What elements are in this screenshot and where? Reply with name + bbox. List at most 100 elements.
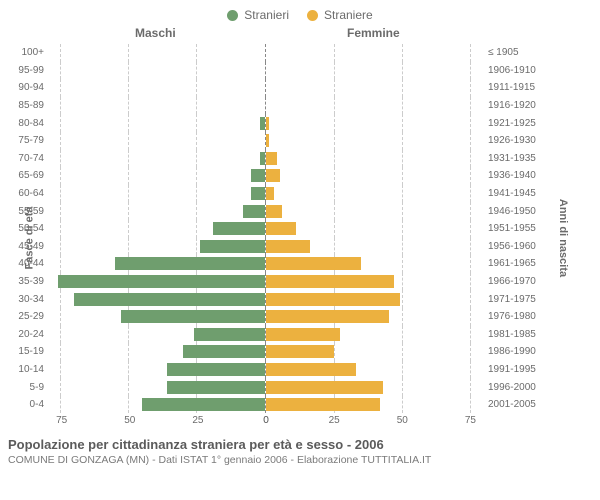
birth-year-label: 1956-1960 xyxy=(484,241,546,252)
table-row: 45-491956-1960 xyxy=(0,238,600,256)
birth-year-label: ≤ 1905 xyxy=(484,47,546,58)
plot-left xyxy=(48,238,266,256)
age-label: 20-24 xyxy=(0,329,48,340)
plot-right xyxy=(266,62,484,80)
plot-right xyxy=(266,44,484,62)
bar-male xyxy=(213,222,265,235)
bar-male xyxy=(251,169,265,182)
plot-left xyxy=(48,290,266,308)
plot-left xyxy=(48,361,266,379)
plot-right xyxy=(266,308,484,326)
header-male: Maschi xyxy=(135,26,176,40)
bar-male xyxy=(167,381,265,394)
bar-female xyxy=(266,240,310,253)
bar-male xyxy=(74,293,265,306)
plot-right xyxy=(266,114,484,132)
bar-female xyxy=(266,187,274,200)
plot-right xyxy=(266,290,484,308)
plot-right xyxy=(266,79,484,97)
birth-year-label: 1911-1915 xyxy=(484,82,546,93)
legend-item-female: Straniere xyxy=(307,8,373,22)
table-row: 0-42001-2005 xyxy=(0,396,600,414)
bar-female xyxy=(266,152,277,165)
age-label: 60-64 xyxy=(0,188,48,199)
age-label: 50-54 xyxy=(0,223,48,234)
birth-year-label: 1951-1955 xyxy=(484,223,546,234)
bar-female xyxy=(266,257,361,270)
x-axis-right: 0 25 50 75 xyxy=(266,413,484,431)
plot-left xyxy=(48,132,266,150)
age-label: 70-74 xyxy=(0,153,48,164)
bar-male xyxy=(260,152,265,165)
bar-female xyxy=(266,117,269,130)
table-row: 5-91996-2000 xyxy=(0,378,600,396)
footer-subtitle: COMUNE DI GONZAGA (MN) - Dati ISTAT 1° g… xyxy=(8,454,592,466)
table-row: 10-141991-1995 xyxy=(0,361,600,379)
plot-left xyxy=(48,273,266,291)
table-row: 100+≤ 1905 xyxy=(0,44,600,62)
swatch-female xyxy=(307,10,318,21)
legend: Stranieri Straniere xyxy=(0,0,600,26)
x-tick: 50 xyxy=(397,415,408,426)
x-tick: 25 xyxy=(329,415,340,426)
table-row: 85-891916-1920 xyxy=(0,97,600,115)
plot-right xyxy=(266,132,484,150)
legend-label-female: Straniere xyxy=(324,8,373,22)
plot-right xyxy=(266,167,484,185)
bar-female xyxy=(266,381,383,394)
age-label: 80-84 xyxy=(0,118,48,129)
x-tick: 75 xyxy=(56,415,67,426)
age-label: 40-44 xyxy=(0,258,48,269)
birth-year-label: 1981-1985 xyxy=(484,329,546,340)
bar-male xyxy=(115,257,265,270)
bar-female xyxy=(266,275,394,288)
x-tick: 0 xyxy=(263,415,269,426)
age-label: 30-34 xyxy=(0,294,48,305)
table-row: 25-291976-1980 xyxy=(0,308,600,326)
table-row: 35-391966-1970 xyxy=(0,273,600,291)
birth-year-label: 1971-1975 xyxy=(484,294,546,305)
bar-female xyxy=(266,222,296,235)
x-tick: 75 xyxy=(465,415,476,426)
table-row: 20-24 1981-1985 xyxy=(0,326,600,344)
bar-male xyxy=(121,310,265,323)
pyramid-chart: Fasce di età Anni di nascita 100+≤ 19059… xyxy=(0,44,600,431)
bar-female xyxy=(266,293,400,306)
birth-year-label: 1996-2000 xyxy=(484,382,546,393)
plot-left xyxy=(48,202,266,220)
bar-female xyxy=(266,363,356,376)
table-row: 15-191986-1990 xyxy=(0,343,600,361)
plot-right xyxy=(266,378,484,396)
birth-year-label: 1946-1950 xyxy=(484,206,546,217)
table-row: 65-691936-1940 xyxy=(0,167,600,185)
bar-female xyxy=(266,328,340,341)
table-row: 75-791926-1930 xyxy=(0,132,600,150)
plot-left xyxy=(48,220,266,238)
birth-year-label: 1966-1970 xyxy=(484,276,546,287)
footer-title: Popolazione per cittadinanza straniera p… xyxy=(8,437,592,452)
birth-year-label: 1906-1910 xyxy=(484,65,546,76)
plot-left xyxy=(48,97,266,115)
birth-year-label: 2001-2005 xyxy=(484,399,546,410)
birth-year-label: 1931-1935 xyxy=(484,153,546,164)
plot-left xyxy=(48,150,266,168)
swatch-male xyxy=(227,10,238,21)
bar-male xyxy=(167,363,265,376)
plot-right xyxy=(266,97,484,115)
birth-year-label: 1926-1930 xyxy=(484,135,546,146)
x-axis-left: 7550250 xyxy=(48,413,266,431)
age-label: 90-94 xyxy=(0,82,48,93)
plot-left xyxy=(48,255,266,273)
table-row: 55-591946-1950 xyxy=(0,202,600,220)
plot-right xyxy=(266,396,484,414)
plot-left xyxy=(48,326,266,344)
bar-male xyxy=(260,117,265,130)
header-female: Femmine xyxy=(347,26,400,40)
plot-right xyxy=(266,343,484,361)
table-row: 60-641941-1945 xyxy=(0,185,600,203)
plot-right xyxy=(266,255,484,273)
bar-female xyxy=(266,134,269,147)
birth-year-label: 1986-1990 xyxy=(484,346,546,357)
table-row: 70-74 1931-1935 xyxy=(0,150,600,168)
legend-label-male: Stranieri xyxy=(244,8,289,22)
